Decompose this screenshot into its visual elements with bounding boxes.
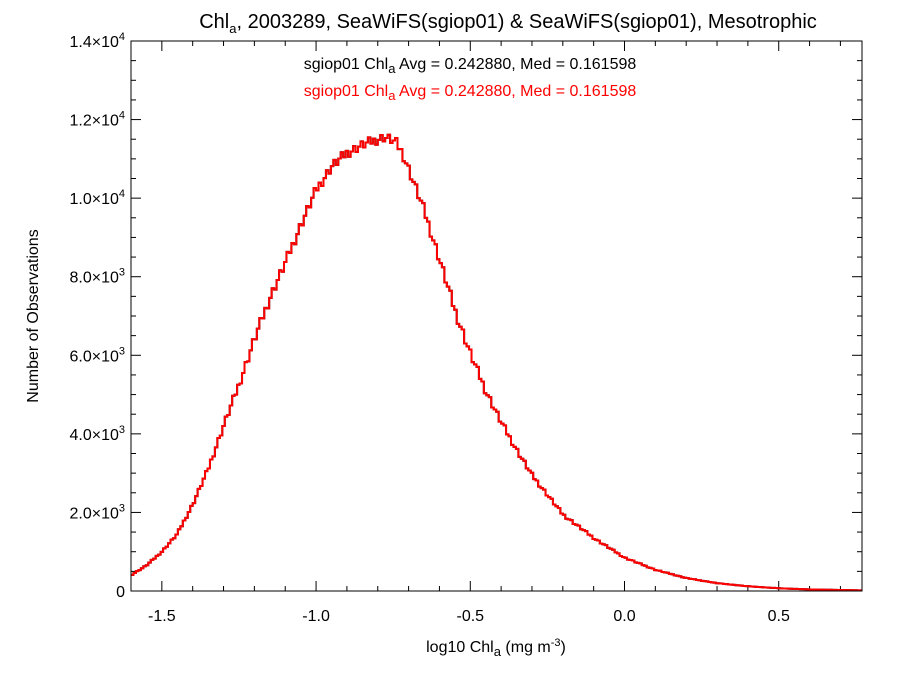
y-tick-label: 1.4×104 [69,31,125,51]
y-tick-label: 0 [116,584,125,601]
y-tick-label: 4.0×103 [69,424,125,444]
y-tick-label: 8.0×103 [69,267,125,287]
series-line-0 [131,133,863,592]
x-tick-label: -1.5 [148,608,176,625]
series-layer [131,133,863,592]
y-axis-label: Number of Observations [25,229,42,402]
y-axis-ticks: 0 2.0×103 4.0×103 6.0×103 8.0×103 1.0×104 1.2×… [69,31,862,601]
x-tick-label: -1.0 [302,608,330,625]
x-tick-label: 0.5 [768,608,790,625]
plot-frame [130,40,863,592]
x-tick-label: 0.0 [613,608,635,625]
y-tick-label: 2.0×103 [69,502,125,522]
annotation-red: sgiop01 Chla Avg = 0.242880, Med = 0.161… [304,83,637,103]
x-tick-label: -0.5 [456,608,484,625]
annotation-black: sgiop01 Chla Avg = 0.242880, Med = 0.161… [304,56,637,76]
x-axis-ticks: -1.5 -1.0 -0.5 0.0 0.5 [130,41,841,625]
y-tick-label: 1.0×104 [69,188,125,208]
x-axis-label: log10 Chla (mg m-3) [426,637,566,659]
chart-title: Chla, 2003289, SeaWiFS(sgiop01) & SeaWiF… [199,11,817,36]
series-line-1 [131,133,863,592]
y-tick-label: 6.0×103 [69,345,125,365]
y-tick-label: 1.2×104 [69,110,125,130]
